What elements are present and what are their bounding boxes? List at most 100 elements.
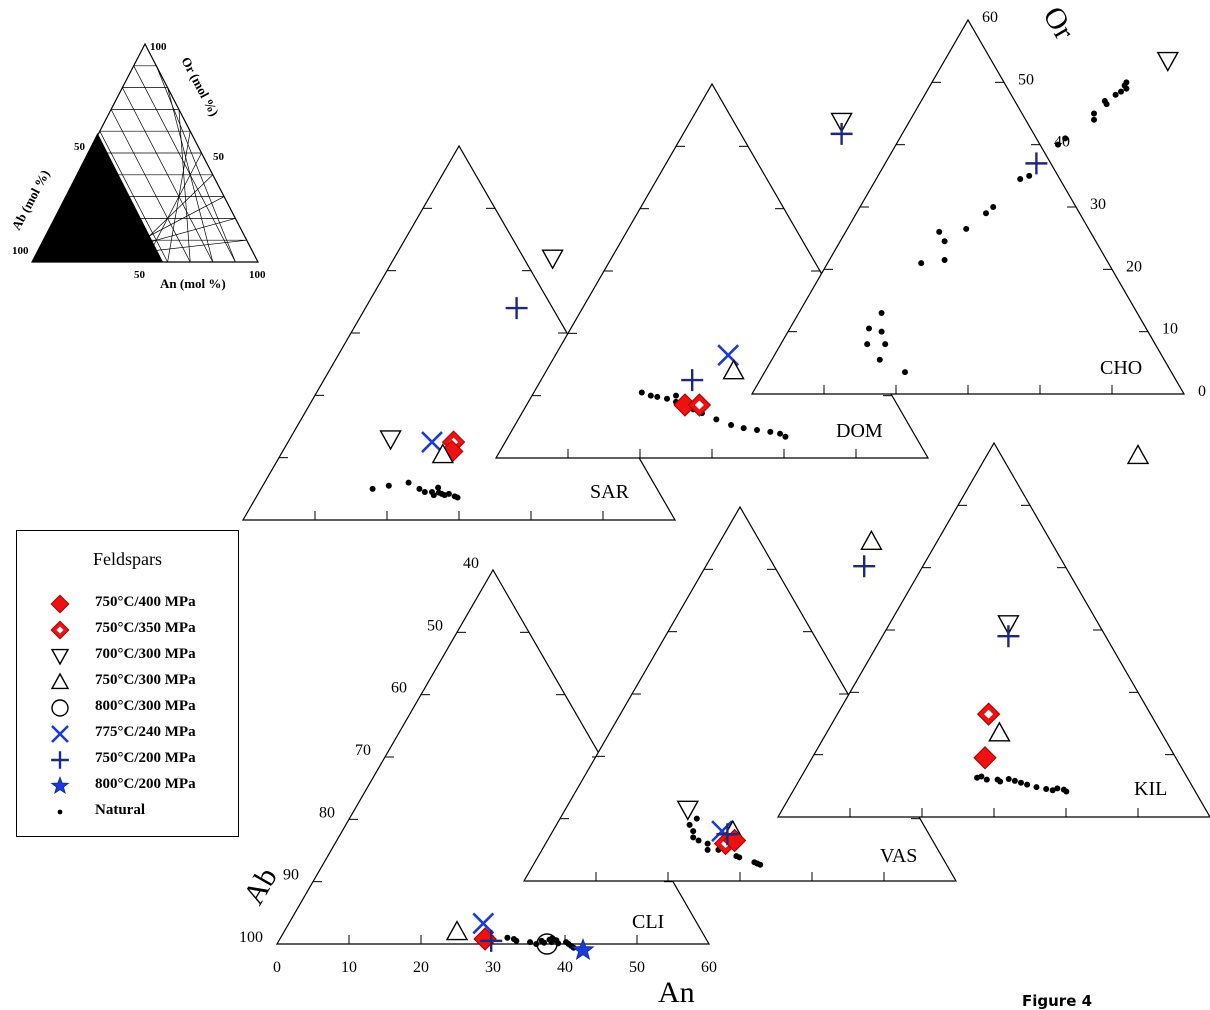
inset-filled-region: [32, 133, 163, 262]
natural-sample-point: [767, 428, 774, 435]
legend-item: 750°C/350 MPa: [17, 617, 238, 643]
an-tick-label: 60: [701, 959, 717, 976]
marker-plus-blue: [716, 823, 739, 846]
legend-title: Feldspars: [93, 549, 162, 569]
ab-tick-label: 80: [319, 804, 335, 821]
marker-circle-open: [51, 699, 69, 717]
legend-label: 750°C/300 MPa: [95, 672, 196, 688]
an-axis-title: An: [658, 976, 695, 1008]
legend-marker: [50, 594, 70, 614]
inset-ab-axis-label: Ab (mol %): [8, 167, 52, 232]
marker-plus-blue: [830, 122, 853, 145]
marker-diamond-red: [973, 746, 997, 770]
marker-plus-blue: [480, 929, 503, 952]
marker-plus-blue: [997, 625, 1020, 648]
marker-triangle-down: [379, 430, 402, 451]
natural-sample-point: [1103, 101, 1110, 108]
natural-sample-point: [430, 492, 437, 499]
natural-sample-point: [527, 939, 534, 946]
panel-label: SAR: [590, 481, 630, 503]
natural-sample-point: [686, 821, 693, 828]
natural-sample-point: [1018, 779, 1024, 786]
legend-label: 800°C/200 MPa: [95, 776, 196, 792]
legend-label: 800°C/300 MPa: [95, 698, 196, 714]
panel-frame: [750, 18, 1186, 395]
natural-sample-point: [704, 846, 711, 853]
marker-triangle-up: [431, 443, 454, 464]
legend-item: 700°C/300 MPa: [17, 643, 238, 669]
natural-sample-point: [963, 225, 970, 232]
legend-marker: [51, 699, 69, 717]
marker-triangle-up: [50, 672, 70, 690]
natural-sample-point: [673, 392, 679, 399]
legend-item: 750°C/300 MPa: [17, 669, 238, 695]
an-tick-label: 0: [273, 959, 281, 976]
natural-sample-point: [504, 934, 511, 941]
marker-plus-blue: [505, 297, 528, 320]
natural-sample-point: [782, 433, 789, 440]
inset-ab-50-label: 50: [74, 141, 86, 153]
marker-triangle-up: [860, 529, 883, 550]
panel-kil: KIL: [776, 441, 1210, 818]
legend-marker: [50, 776, 70, 795]
ab-tick-label: 50: [427, 617, 443, 634]
marker-triangle-up: [722, 359, 745, 380]
or-axis-title: Or: [1036, 1, 1080, 45]
marker-plus-blue: [1025, 152, 1048, 175]
an-tick-label: 10: [341, 959, 357, 976]
ab-tick-label: 40: [463, 555, 479, 572]
marker-diamond-inner: [56, 626, 64, 634]
ternary-panels: CLI VAS KIL SAR DOM CHO: [241, 18, 1210, 961]
figure-label: Figure 4: [1022, 992, 1093, 1010]
marker-triangle-up: [988, 721, 1011, 742]
natural-sample-point: [736, 854, 743, 861]
marker-diamond-inner: [694, 400, 704, 410]
ab-axis-title: Ab: [237, 862, 284, 910]
ab-tick-label: 100: [239, 929, 263, 946]
natural-sample-point: [902, 369, 908, 376]
marker-star-blue: [50, 776, 70, 795]
legend-item: 750°C/400 MPa: [17, 591, 238, 617]
marker-x-blue: [421, 431, 443, 454]
marker-star-blue: [571, 938, 595, 961]
legend-marker: [50, 648, 70, 666]
marker-diamond-red-open: [687, 393, 712, 417]
legend-marker: [57, 809, 63, 815]
inset-grid-line: [155, 65, 236, 263]
legend-label: 750°C/200 MPa: [95, 750, 196, 766]
natural-sample-point: [693, 815, 700, 822]
natural-sample-point: [713, 416, 720, 423]
natural-sample-point: [1091, 116, 1097, 123]
ab-tick-label: 90: [283, 867, 299, 884]
marker-triangle-down: [541, 249, 564, 270]
inset-or-50-label: 50: [213, 151, 225, 163]
marker-triangle-down: [997, 615, 1020, 636]
inset-grid-line: [178, 109, 191, 263]
an-tick-label: 30: [485, 959, 501, 976]
or-tick-label: 50: [1018, 71, 1034, 88]
natural-sample-point: [878, 309, 885, 316]
legend-item: 775°C/240 MPa: [17, 721, 238, 747]
natural-sample-point: [533, 941, 540, 947]
panel-label: DOM: [836, 420, 883, 442]
natural-sample-point: [1118, 88, 1124, 95]
natural-sample-point: [454, 494, 461, 501]
natural-sample-point: [664, 395, 670, 402]
natural-sample-point: [57, 809, 63, 815]
marker-triangle-down: [50, 648, 70, 666]
natural-sample-point: [1123, 85, 1130, 92]
natural-sample-point: [740, 425, 747, 432]
panel-label: CHO: [1100, 357, 1142, 379]
natural-sample-point: [421, 488, 428, 495]
natural-sample-point: [882, 341, 889, 348]
natural-sample-point: [690, 828, 697, 835]
natural-sample-point: [513, 937, 520, 944]
legend: Feldspars 750°C/400 MPa 750°C/350 MPa 700°…: [16, 530, 239, 837]
natural-sample-point: [876, 356, 883, 363]
panel-label: VAS: [880, 845, 917, 867]
an-tick-label: 40: [557, 959, 573, 976]
natural-sample-point: [878, 328, 885, 335]
natural-sample-point: [941, 256, 948, 263]
inset-grid-line: [110, 109, 191, 263]
natural-sample-point: [1049, 787, 1056, 794]
